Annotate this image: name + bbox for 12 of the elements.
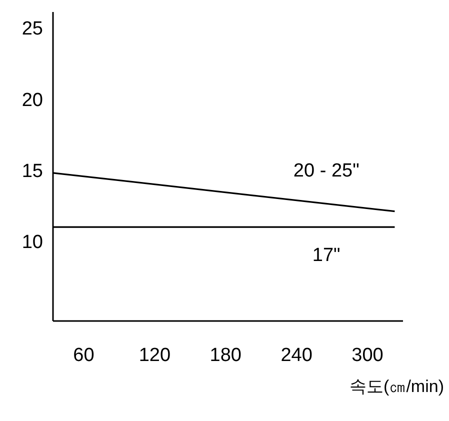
y-tick-label: 20: [22, 90, 43, 111]
x-tick-label: 60: [73, 345, 94, 366]
y-tick-label: 15: [22, 160, 43, 182]
x-axis-title: 속도(㎝/min): [350, 377, 444, 396]
x-tick-label: 300: [352, 345, 384, 366]
series-label: 20 - 25": [293, 160, 360, 182]
x-tick-label: 120: [138, 345, 171, 366]
series-label: 17": [312, 245, 340, 266]
x-tick-label: 180: [210, 345, 242, 366]
y-tick-label: 25: [22, 18, 43, 40]
y-tick-label: 10: [22, 232, 43, 254]
x-tick-label: 240: [280, 345, 312, 366]
